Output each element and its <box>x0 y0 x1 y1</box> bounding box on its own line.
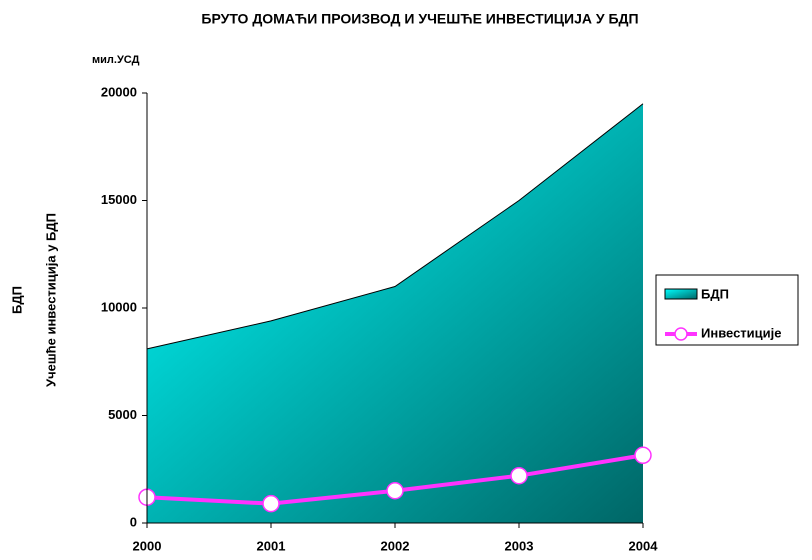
marker <box>262 494 280 513</box>
marker <box>634 446 652 465</box>
legend-label: Инвестиције <box>701 325 782 340</box>
unit-label: мил.УСД <box>92 54 140 66</box>
x-tick-label: 2003 <box>505 538 534 553</box>
y-tick-label: 15000 <box>101 192 137 207</box>
y-axis-label: Учешће инвестиција у БДП <box>43 213 58 387</box>
chart-title: БРУТО ДОМАЋИ ПРОИЗВОД И УЧЕШЋЕ ИНВЕСТИЦИ… <box>201 11 638 27</box>
x-tick-label: 2004 <box>629 538 659 553</box>
y-tick-label: 10000 <box>101 299 137 314</box>
area <box>147 103 643 523</box>
x-tick-label: 2001 <box>257 538 286 553</box>
legend-label: БДП <box>701 286 729 301</box>
y-axis-label: БДП <box>9 286 24 314</box>
legend-swatch <box>674 327 688 341</box>
x-tick-label: 2000 <box>133 538 162 553</box>
marker <box>386 482 404 500</box>
y-tick-label: 20000 <box>101 84 137 99</box>
y-tick-label: 0 <box>130 514 137 529</box>
marker <box>510 466 528 485</box>
legend-swatch <box>664 288 698 300</box>
y-tick-label: 5000 <box>108 407 137 422</box>
x-tick-label: 2002 <box>381 538 410 553</box>
area-outline <box>146 103 644 350</box>
